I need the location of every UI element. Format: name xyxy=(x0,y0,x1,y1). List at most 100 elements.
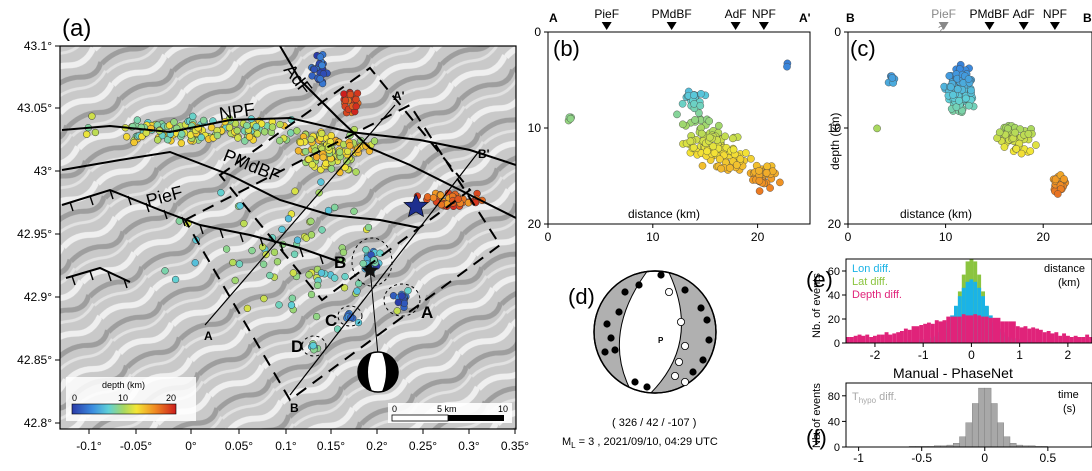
fault-west xyxy=(65,266,131,283)
lat-tick-label: 42.9° xyxy=(24,290,52,304)
hypocenter-point xyxy=(947,83,955,91)
section-y-tick-label: 20 xyxy=(828,217,842,231)
epicenter-point xyxy=(423,193,432,201)
histogram-e-bar xyxy=(888,334,893,343)
hypocenter-point xyxy=(1026,147,1035,155)
epicenter-point xyxy=(350,207,358,215)
histogram-e-bar xyxy=(927,322,931,343)
epicenter-point xyxy=(352,102,360,111)
mechanism-event: ML = 3 , 2021/09/10, 04:29 UTC xyxy=(562,436,718,450)
hist-e-unit-2: (km) xyxy=(1058,277,1080,289)
fault-tick xyxy=(279,241,284,252)
polarity-compression xyxy=(621,288,629,296)
histogram-e-bar xyxy=(965,281,970,343)
profile-b-start: B xyxy=(290,401,299,415)
histogram-e-bars xyxy=(846,259,1092,343)
epicenter-point xyxy=(429,194,438,202)
epicenter-point xyxy=(231,276,239,285)
hist-f-unit-1: time xyxy=(1058,389,1079,401)
histogram-e-bar xyxy=(973,314,978,343)
histogram-e-bar xyxy=(1046,331,1051,343)
histogram-e-bar xyxy=(915,326,920,343)
histogram-f-bar xyxy=(965,422,973,448)
epicenter-point xyxy=(276,120,284,129)
epicenter-point xyxy=(346,90,355,99)
fault-marker-icon xyxy=(1018,22,1029,30)
section-b-frame xyxy=(547,31,811,225)
fault-marker-label: PMdBF xyxy=(652,7,692,21)
epicenter-point xyxy=(236,202,244,210)
cluster-c-outline xyxy=(337,305,363,327)
histogram-e-bar xyxy=(965,315,970,343)
epicenter-point xyxy=(154,136,162,144)
polarity-compression xyxy=(657,271,665,279)
hypocenter-point xyxy=(747,154,755,163)
histogram-e-bar xyxy=(961,314,966,343)
epicenter-point xyxy=(355,279,363,288)
epicenter-point xyxy=(317,269,326,277)
hypocenter-point xyxy=(709,142,718,151)
epicenter-point xyxy=(222,245,231,253)
fault-marker-label: PieF xyxy=(594,7,619,21)
map-axes: 43.1° 43.05° 43° 42.95° 42.9° 42.85° 42.8° -0.1… xyxy=(17,39,529,453)
hypocenter-point xyxy=(698,161,707,170)
fault-tick xyxy=(89,270,94,281)
epicenter-point xyxy=(327,131,335,140)
histogram-e-bar xyxy=(1015,326,1020,343)
polarity-compression xyxy=(615,308,623,316)
lon-tick-label: 0.05° xyxy=(225,439,253,453)
epicenter-point xyxy=(316,53,324,61)
hypocenter-point xyxy=(1032,141,1040,149)
hypocenter-point xyxy=(1024,130,1033,138)
section-c-xlabel: distance (km) xyxy=(900,207,972,221)
scalebar-tick-10: 10 xyxy=(498,404,508,414)
fault-tick xyxy=(71,275,76,286)
epicenter-point xyxy=(370,137,379,145)
fault-adf xyxy=(279,46,516,219)
hypocenter-point xyxy=(703,147,711,156)
lon-tick-label: 0.3° xyxy=(458,439,480,453)
histogram-e-bar xyxy=(1000,321,1005,343)
hypocenter-point xyxy=(755,187,764,195)
histogram-e-bar xyxy=(892,333,897,343)
histogram-e-bar xyxy=(849,337,854,343)
hypocenter-point xyxy=(1017,149,1026,158)
epicenter-point xyxy=(331,203,339,212)
fault-marker-icon xyxy=(666,22,677,30)
cluster-d-outline xyxy=(301,335,327,357)
histogram-f-bar xyxy=(1009,443,1017,448)
section-x-tick-label: 0 xyxy=(545,230,552,244)
histogram-e-bar xyxy=(1008,321,1012,343)
epicenter-point xyxy=(331,274,339,282)
histogram-f: Manual - PhaseNet 0 40 80 -1 -0.5 0 0.5 Thypo … xyxy=(811,365,1092,465)
hypocenter-point xyxy=(1000,143,1009,151)
lat-tick-label: 43.05° xyxy=(17,101,52,115)
epicenter-point xyxy=(91,128,100,137)
histogram-e-bar xyxy=(1077,337,1082,343)
p-axis-label: P xyxy=(658,336,664,345)
epicenter-point xyxy=(327,165,336,173)
hypocenter-point xyxy=(766,184,774,192)
epicenter-point xyxy=(404,287,412,295)
lon-tick-label: 0.1° xyxy=(275,439,297,453)
fault-pmdbf xyxy=(61,150,421,229)
histogram-e-bar xyxy=(930,323,935,343)
epicenter-point xyxy=(394,298,402,307)
epicenter-point xyxy=(273,258,282,266)
epicenter-point xyxy=(359,259,367,268)
section-x-tick-label: 0 xyxy=(845,230,852,244)
epicenter-point xyxy=(276,137,284,145)
hist-e-x-tick-label: 0 xyxy=(968,348,975,362)
histogram-e-bar xyxy=(992,317,997,343)
epicenter-point xyxy=(178,130,186,138)
epicenter-point xyxy=(318,129,326,138)
hypocenter-point xyxy=(566,114,575,123)
histogram-e-bar xyxy=(1019,327,1024,343)
hypocenter-point xyxy=(690,91,698,99)
histogram-e-bar xyxy=(1058,335,1063,343)
legend-lat: Lat diff. xyxy=(852,276,888,288)
hypocenter-point xyxy=(1051,175,1060,184)
event-star-icon xyxy=(361,262,379,278)
epicenter-point xyxy=(308,161,316,169)
